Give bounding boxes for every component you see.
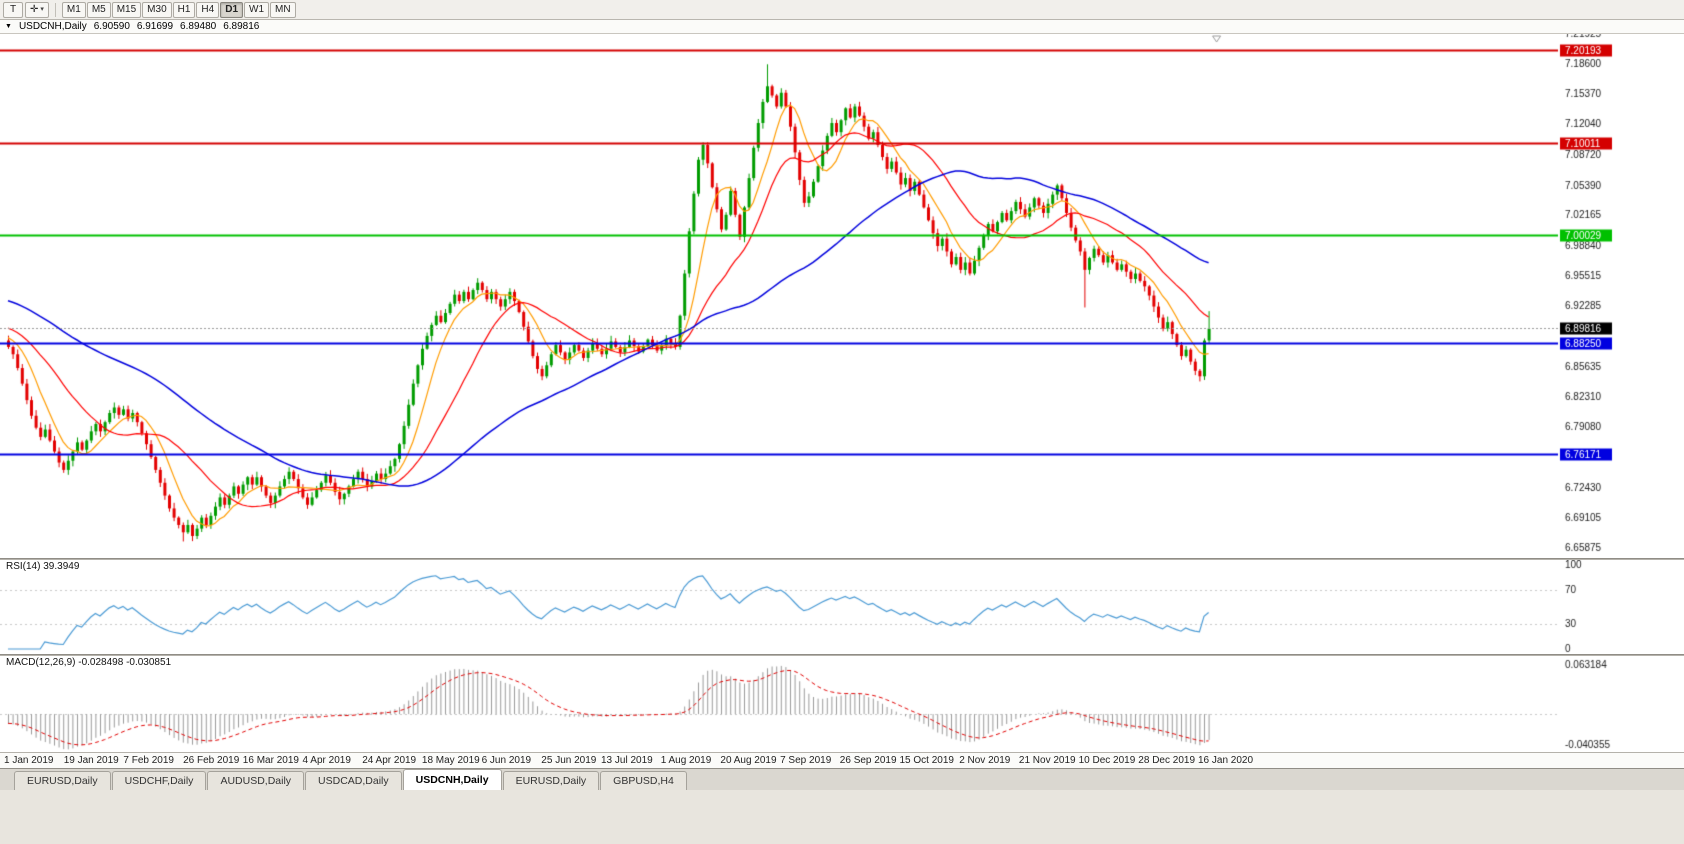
crosshair-tool-button[interactable]: ✛ ▾: [25, 1, 49, 18]
macd-name: MACD(12,26,9): [6, 657, 76, 668]
rsi-name: RSI(14): [6, 561, 41, 572]
panel-splitter[interactable]: [0, 654, 1684, 656]
date-label: 15 Oct 2019: [899, 755, 954, 766]
timeframe-button-m15[interactable]: M15: [111, 1, 142, 18]
date-label: 7 Feb 2019: [123, 755, 174, 766]
collapse-icon[interactable]: ▼: [5, 23, 12, 30]
date-label: 24 Apr 2019: [362, 755, 417, 766]
macd-canvas[interactable]: [0, 656, 1684, 752]
timeframe-button-d1[interactable]: D1: [220, 1, 244, 18]
chart-tab-0[interactable]: EURUSD,Daily: [14, 771, 111, 790]
timeframe-button-m5[interactable]: M5: [86, 1, 111, 18]
type-tool-label: T: [9, 3, 17, 15]
time-axis[interactable]: 1 Jan 2019 19 Jan 2019 7 Feb 2019 26 Feb 20…: [0, 752, 1684, 768]
timeframe-button-m1[interactable]: M1: [61, 1, 86, 18]
macd-panel[interactable]: MACD(12,26,9) -0.028498 -0.030851: [0, 656, 1684, 752]
chart-tab-6[interactable]: GBPUSD,H4: [600, 771, 687, 790]
chart-tab-3[interactable]: USDCAD,Daily: [305, 771, 402, 790]
date-label: 25 Jun 2019: [541, 755, 597, 766]
rsi-value: 39.3949: [43, 561, 80, 572]
date-label: 20 Aug 2019: [720, 755, 777, 766]
rsi-canvas[interactable]: [0, 560, 1684, 654]
timeframe-button-w1[interactable]: W1: [244, 1, 270, 18]
window-filler: [0, 790, 1684, 844]
toolbar: T ✛ ▾ M1 M5 M15 M30 H1 H4 D1 W1 MN: [0, 0, 1684, 20]
date-label: 1 Jan 2019: [4, 755, 54, 766]
open-value: 6.90590: [93, 21, 130, 32]
timeframe-button-h1[interactable]: H1: [172, 1, 196, 18]
date-label: 21 Nov 2019: [1018, 755, 1076, 766]
crosshair-icon: ✛: [30, 3, 39, 15]
date-label: 26 Sep 2019: [839, 755, 897, 766]
macd-label: MACD(12,26,9) -0.028498 -0.030851: [6, 657, 171, 668]
chart-tabs-bar: EURUSD,Daily USDCHF,Daily AUDUSD,Daily USDC…: [0, 768, 1684, 790]
timeframe-button-m30[interactable]: M30: [142, 1, 172, 18]
date-label: 19 Jan 2019: [63, 755, 119, 766]
timeframe-button-h4[interactable]: H4: [196, 1, 220, 18]
date-label: 13 Jul 2019: [601, 755, 653, 766]
chart-tab-5[interactable]: EURUSD,Daily: [502, 771, 600, 790]
date-label: 26 Feb 2019: [183, 755, 240, 766]
price-chart-panel[interactable]: [0, 34, 1684, 558]
toolbar-separator: [54, 2, 56, 17]
date-label: 2 Nov 2019: [959, 755, 1011, 766]
date-label: 28 Dec 2019: [1138, 755, 1196, 766]
chart-tab-2[interactable]: AUDUSD,Daily: [207, 771, 305, 790]
date-label: 4 Apr 2019: [302, 755, 351, 766]
symbol-label: USDCNH,Daily: [18, 21, 87, 32]
date-label: 16 Mar 2019: [242, 755, 299, 766]
high-value: 6.91699: [136, 21, 174, 32]
macd-values: -0.028498 -0.030851: [78, 657, 172, 668]
rsi-label: RSI(14) 39.3949: [6, 561, 79, 572]
type-tool-button[interactable]: T: [3, 1, 23, 18]
date-label: 6 Jun 2019: [481, 755, 532, 766]
chevron-down-icon: ▾: [40, 5, 44, 13]
date-label: 10 Dec 2019: [1078, 755, 1136, 766]
low-value: 6.89480: [180, 21, 217, 32]
chart-tab-4[interactable]: USDCNH,Daily: [402, 769, 502, 790]
date-label: 7 Sep 2019: [780, 755, 832, 766]
chart-info-bar: ▼ USDCNH,Daily 6.90590 6.91699 6.89480 6…: [0, 20, 1684, 34]
date-label: 1 Aug 2019: [660, 755, 712, 766]
rsi-panel[interactable]: RSI(14) 39.3949: [0, 560, 1684, 654]
price-chart-canvas[interactable]: [0, 34, 1684, 558]
panel-splitter[interactable]: [0, 558, 1684, 560]
date-label: 18 May 2019: [421, 755, 480, 766]
timeframe-group: M1 M5 M15 M30 H1 H4 D1 W1 MN: [61, 1, 296, 18]
timeframe-button-mn[interactable]: MN: [270, 1, 296, 18]
date-label: 16 Jan 2020: [1198, 755, 1254, 766]
close-value: 6.89816: [223, 21, 260, 32]
chart-tab-1[interactable]: USDCHF,Daily: [111, 771, 207, 790]
